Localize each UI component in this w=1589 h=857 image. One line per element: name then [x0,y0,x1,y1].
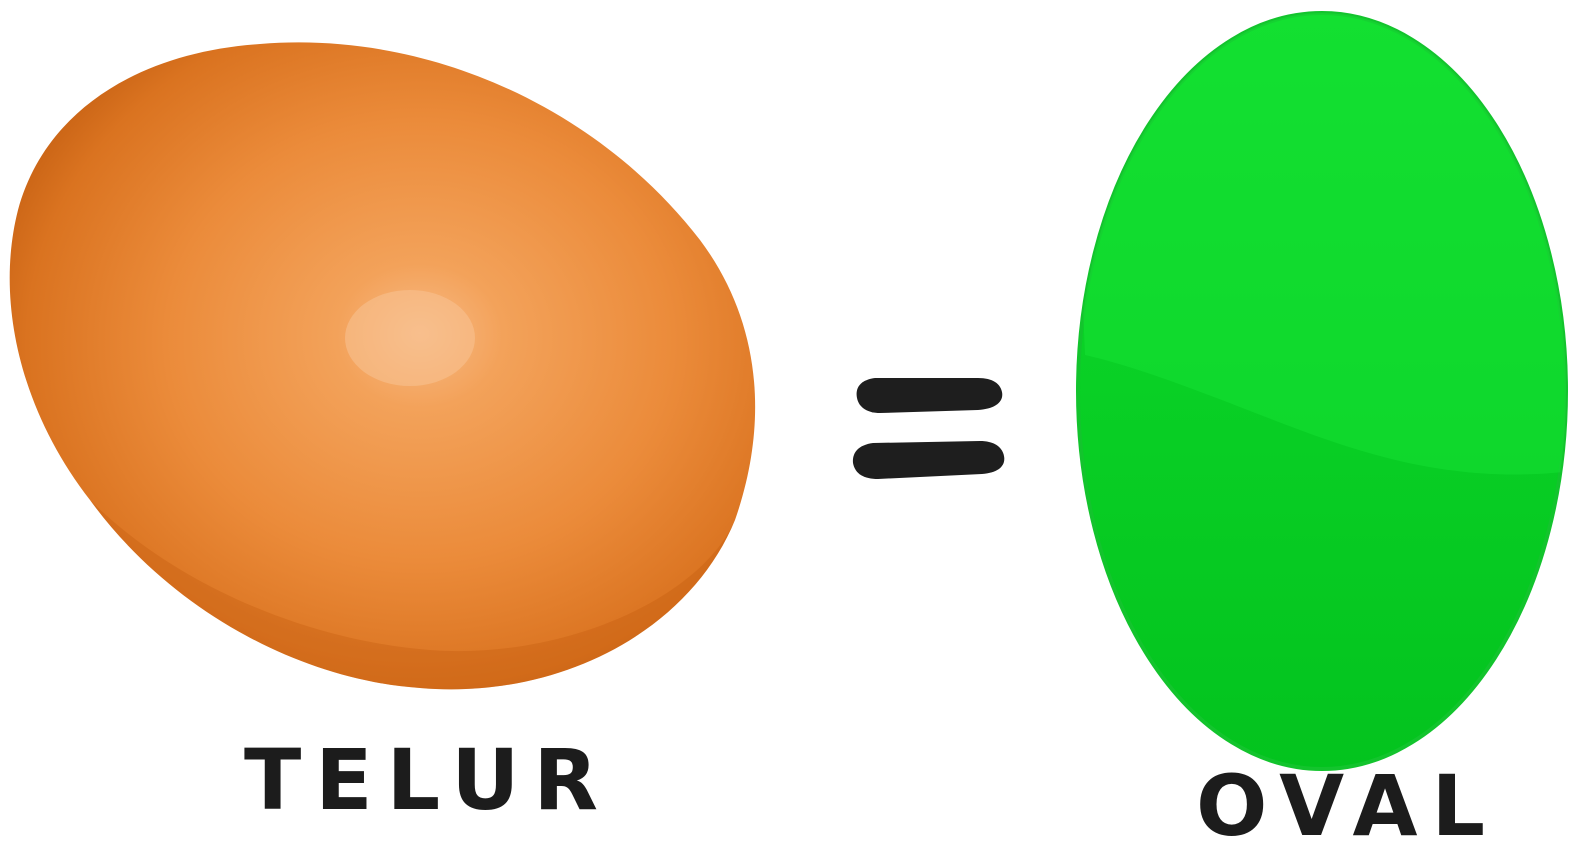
oval-label: OVAL [1196,757,1499,855]
egg-label: TELUR [244,731,613,829]
equals-top-bar [856,378,1003,413]
egg-highlight [345,290,475,386]
egg-image [9,42,756,690]
egg-shadow [90,500,735,690]
equals-sign-icon [852,378,1005,479]
oval-gloss [1078,13,1566,475]
oval-shape [1076,11,1568,771]
equals-bottom-bar [852,441,1005,479]
oval-shape-image [1076,11,1568,771]
